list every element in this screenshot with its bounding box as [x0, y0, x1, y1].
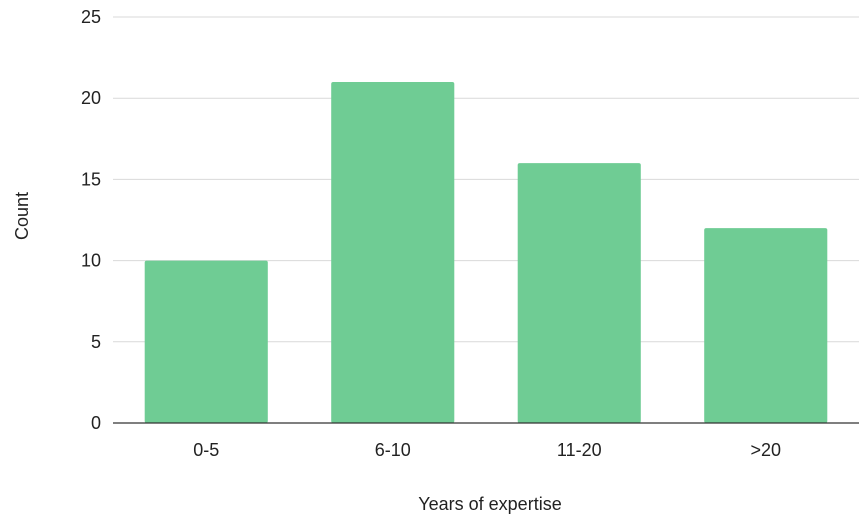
bars — [144, 81, 828, 424]
bar-11-20 — [517, 163, 641, 423]
y-tick-label: 15 — [81, 169, 101, 189]
y-tick-labels: 0 5 10 15 20 25 — [81, 7, 101, 433]
x-tick-label: 6-10 — [375, 440, 411, 460]
x-axis-title: Years of expertise — [418, 494, 561, 514]
x-tick-labels: 0-5 6-10 11-20 >20 — [193, 440, 781, 460]
y-tick-label: 0 — [91, 413, 101, 433]
bar-20 — [704, 228, 828, 423]
x-tick-label: 11-20 — [557, 440, 602, 460]
bar-0-5 — [144, 260, 268, 423]
y-tick-label: 5 — [91, 332, 101, 352]
y-tick-label: 20 — [81, 88, 101, 108]
x-tick-label: >20 — [750, 440, 781, 460]
y-tick-label: 25 — [81, 7, 101, 27]
bar-6-10 — [331, 81, 455, 424]
x-tick-label: 0-5 — [193, 440, 219, 460]
y-axis-title: Count — [12, 192, 32, 240]
y-tick-label: 10 — [81, 251, 101, 271]
